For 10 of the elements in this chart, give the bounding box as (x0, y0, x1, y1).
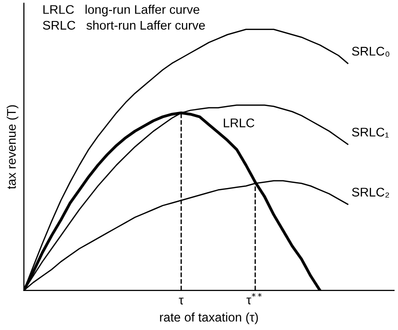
text: LRLC long-run Laffer curve (43, 4, 200, 16)
x-axis-title: rate of taxation (τ) (160, 312, 258, 324)
annotation: SRLC short-run Laffer curve (42, 20, 205, 30)
series-label: SRLC₀ (352, 46, 390, 57)
series-label: SRLC₁ (352, 128, 389, 138)
series-label: LRLC (224, 118, 254, 128)
x-tick-label: τ (178, 298, 184, 304)
x-tick-label: τ$^{**}$ (246, 292, 262, 304)
series-label: SRLC₂ (352, 188, 390, 198)
y-axis-title: tax revenue (T) (6, 105, 18, 190)
